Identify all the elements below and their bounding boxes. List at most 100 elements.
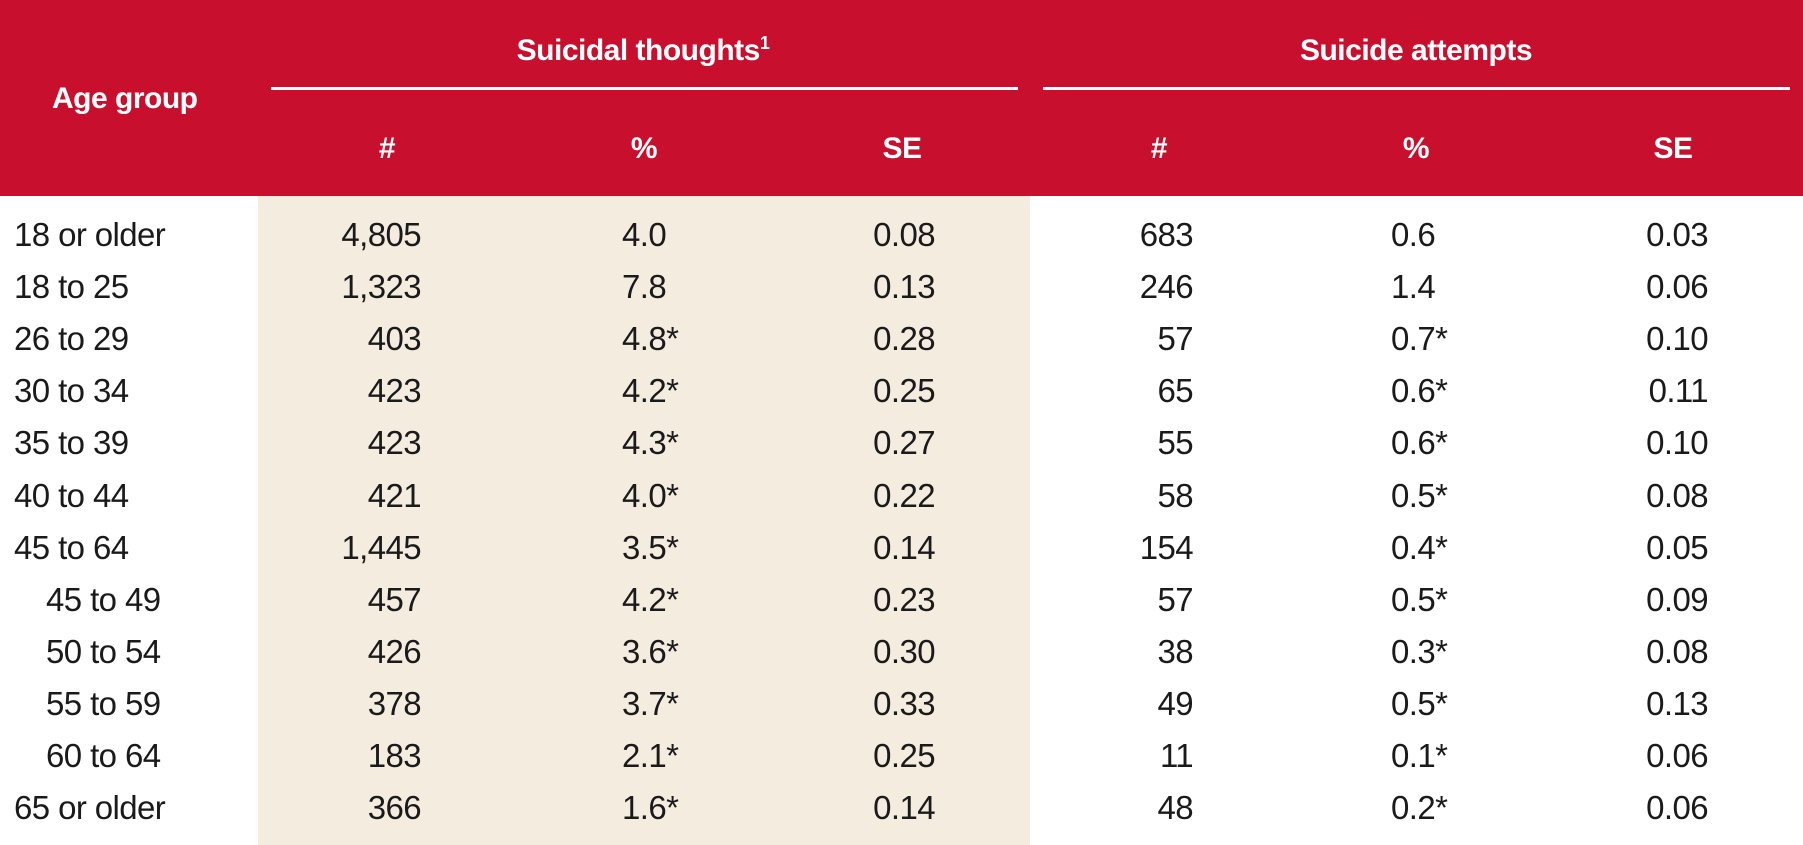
thoughts-percent-cell: 4.2*	[622, 372, 679, 410]
thoughts-se-cell: 0.25	[873, 372, 935, 410]
thoughts-se-cell: 0.33	[873, 684, 935, 722]
thoughts-count-cell: 403	[367, 320, 422, 358]
thoughts-count-cell: 183	[367, 737, 422, 774]
table-row: 45 to 64 1,445 3.5* 0.14 154 0.4* 0.05	[0, 522, 1803, 574]
attempts-percent-cell: 0.4*	[1391, 528, 1448, 566]
age-group-cell: 45 to 64	[14, 528, 129, 566]
attempts-se-cell: 0.05	[1646, 528, 1708, 566]
attempts-count-cell: 55	[1157, 424, 1193, 462]
thoughts-percent-cell: 3.5*	[622, 528, 679, 566]
age-group-cell: 35 to 39	[14, 424, 129, 462]
table-row: 45 to 49 457 4.2* 0.23 57 0.5* 0.09	[0, 574, 1803, 626]
thoughts-count-cell: 378	[367, 684, 422, 722]
age-group-cell: 18 to 25	[14, 268, 129, 306]
thoughts-percent-cell: 1.6*	[622, 789, 679, 827]
attempts-percent-cell: 0.3*	[1391, 632, 1448, 670]
age-group-cell: 40 to 44	[14, 476, 129, 514]
thoughts-percent-cell: 3.6*	[622, 632, 679, 670]
suicidal-thoughts-shading	[258, 196, 1030, 845]
thoughts-se-cell: 0.30	[873, 632, 935, 670]
thoughts-count-cell: 366	[367, 789, 422, 827]
thoughts-count-cell: 1,323	[341, 268, 421, 306]
table-header: Age group Suicidal thoughts1 Suicide att…	[0, 0, 1803, 196]
thoughts-percent-cell: 4.0	[622, 216, 667, 253]
thoughts-se-cell: 0.14	[873, 789, 935, 827]
thoughts-count-cell: 423	[367, 424, 422, 462]
age-group-cell: 30 to 34	[14, 372, 129, 410]
attempts-count-cell: 683	[1139, 216, 1194, 253]
footnote-marker: 1	[759, 33, 770, 53]
suicidal-thoughts-label: Suicidal thoughts	[516, 34, 761, 67]
thoughts-count-cell: 457	[367, 580, 422, 618]
age-group-header: Age group	[52, 82, 198, 115]
table-row: 26 to 29 403 4.8* 0.28 57 0.7* 0.10	[0, 313, 1803, 365]
attempts-count-cell: 38	[1157, 632, 1193, 670]
table-row: 18 to 25 1,323 7.8 0.13 246 1.4 0.06	[0, 261, 1803, 313]
thoughts-se-cell: 0.13	[873, 268, 935, 306]
table-row: 30 to 34 423 4.2* 0.25 65 0.6* 0.11	[0, 365, 1803, 417]
age-group-cell: 55 to 59	[46, 684, 161, 722]
thoughts-percent-header: %	[630, 132, 658, 165]
attempts-percent-cell: 0.7*	[1391, 320, 1448, 358]
table-row: 55 to 59 378 3.7* 0.33 49 0.5* 0.13	[0, 678, 1803, 730]
attempts-percent-cell: 0.5*	[1391, 580, 1448, 618]
thoughts-count-cell: 421	[367, 476, 422, 514]
thoughts-percent-cell: 4.0*	[622, 476, 679, 514]
attempts-percent-cell: 0.5*	[1391, 476, 1448, 514]
thoughts-percent-cell: 7.8	[622, 268, 667, 306]
age-group-cell: 26 to 29	[14, 320, 129, 358]
attempts-count-cell: 57	[1157, 320, 1193, 358]
attempts-count-cell: 48	[1157, 789, 1193, 827]
suicide-attempts-rule	[1043, 87, 1790, 90]
age-group-cell: 50 to 54	[46, 632, 161, 670]
thoughts-se-header: SE	[882, 132, 922, 165]
attempts-se-cell: 0.10	[1646, 320, 1708, 358]
thoughts-count-cell: 423	[367, 372, 422, 410]
thoughts-se-cell: 0.25	[873, 737, 935, 774]
thoughts-se-cell: 0.22	[873, 476, 935, 514]
thoughts-count-cell: 4,805	[341, 216, 421, 253]
attempts-se-cell: 0.09	[1646, 580, 1708, 618]
attempts-percent-cell: 0.2*	[1391, 789, 1448, 827]
thoughts-se-cell: 0.28	[873, 320, 935, 358]
attempts-se-cell: 0.11	[1648, 372, 1709, 410]
suicidal-thoughts-rule	[271, 87, 1018, 90]
thoughts-percent-cell: 2.1*	[622, 737, 679, 774]
attempts-count-cell: 65	[1157, 372, 1193, 410]
attempts-count-cell: 49	[1157, 684, 1193, 722]
attempts-count-cell: 57	[1157, 580, 1193, 618]
thoughts-se-cell: 0.27	[873, 424, 935, 462]
suicidal-thoughts-header: Suicidal thoughts1	[268, 34, 1018, 68]
attempts-percent-cell: 0.1*	[1391, 737, 1448, 774]
attempts-se-cell: 0.08	[1646, 476, 1708, 514]
attempts-count-cell: 246	[1139, 268, 1194, 306]
attempts-count-cell: 11	[1159, 737, 1194, 774]
attempts-count-cell: 154	[1139, 528, 1194, 566]
attempts-percent-cell: 0.6*	[1391, 424, 1448, 462]
thoughts-count-cell: 1,445	[341, 528, 421, 566]
attempts-percent-cell: 0.6	[1391, 216, 1436, 253]
attempts-percent-cell: 0.5*	[1391, 684, 1448, 722]
attempts-se-cell: 0.10	[1646, 424, 1708, 462]
attempts-se-cell: 0.03	[1646, 216, 1708, 253]
age-group-cell: 65 or older	[14, 789, 166, 827]
thoughts-se-cell: 0.23	[873, 580, 935, 618]
thoughts-percent-cell: 4.2*	[622, 580, 679, 618]
attempts-count-cell: 58	[1157, 476, 1193, 514]
thoughts-se-cell: 0.14	[873, 528, 935, 566]
attempts-se-header: SE	[1653, 132, 1693, 165]
attempts-se-cell: 0.06	[1646, 737, 1708, 774]
thoughts-percent-cell: 4.3*	[622, 424, 679, 462]
attempts-count-header: #	[1150, 132, 1168, 165]
table-row: 40 to 44 421 4.0* 0.22 58 0.5* 0.08	[0, 470, 1803, 522]
attempts-percent-cell: 0.6*	[1391, 372, 1448, 410]
table-row: 50 to 54 426 3.6* 0.30 38 0.3* 0.08	[0, 626, 1803, 678]
attempts-se-cell: 0.06	[1646, 789, 1708, 827]
thoughts-percent-cell: 4.8*	[622, 320, 679, 358]
table-row: 60 to 64 183 2.1* 0.25 11 0.1* 0.06	[0, 730, 1803, 782]
attempts-se-cell: 0.08	[1646, 632, 1708, 670]
age-group-cell: 18 or older	[14, 216, 166, 253]
table-row: 65 or older 366 1.6* 0.14 48 0.2* 0.06	[0, 782, 1803, 834]
thoughts-percent-cell: 3.7*	[622, 684, 679, 722]
suicide-attempts-header: Suicide attempts	[1299, 34, 1533, 67]
